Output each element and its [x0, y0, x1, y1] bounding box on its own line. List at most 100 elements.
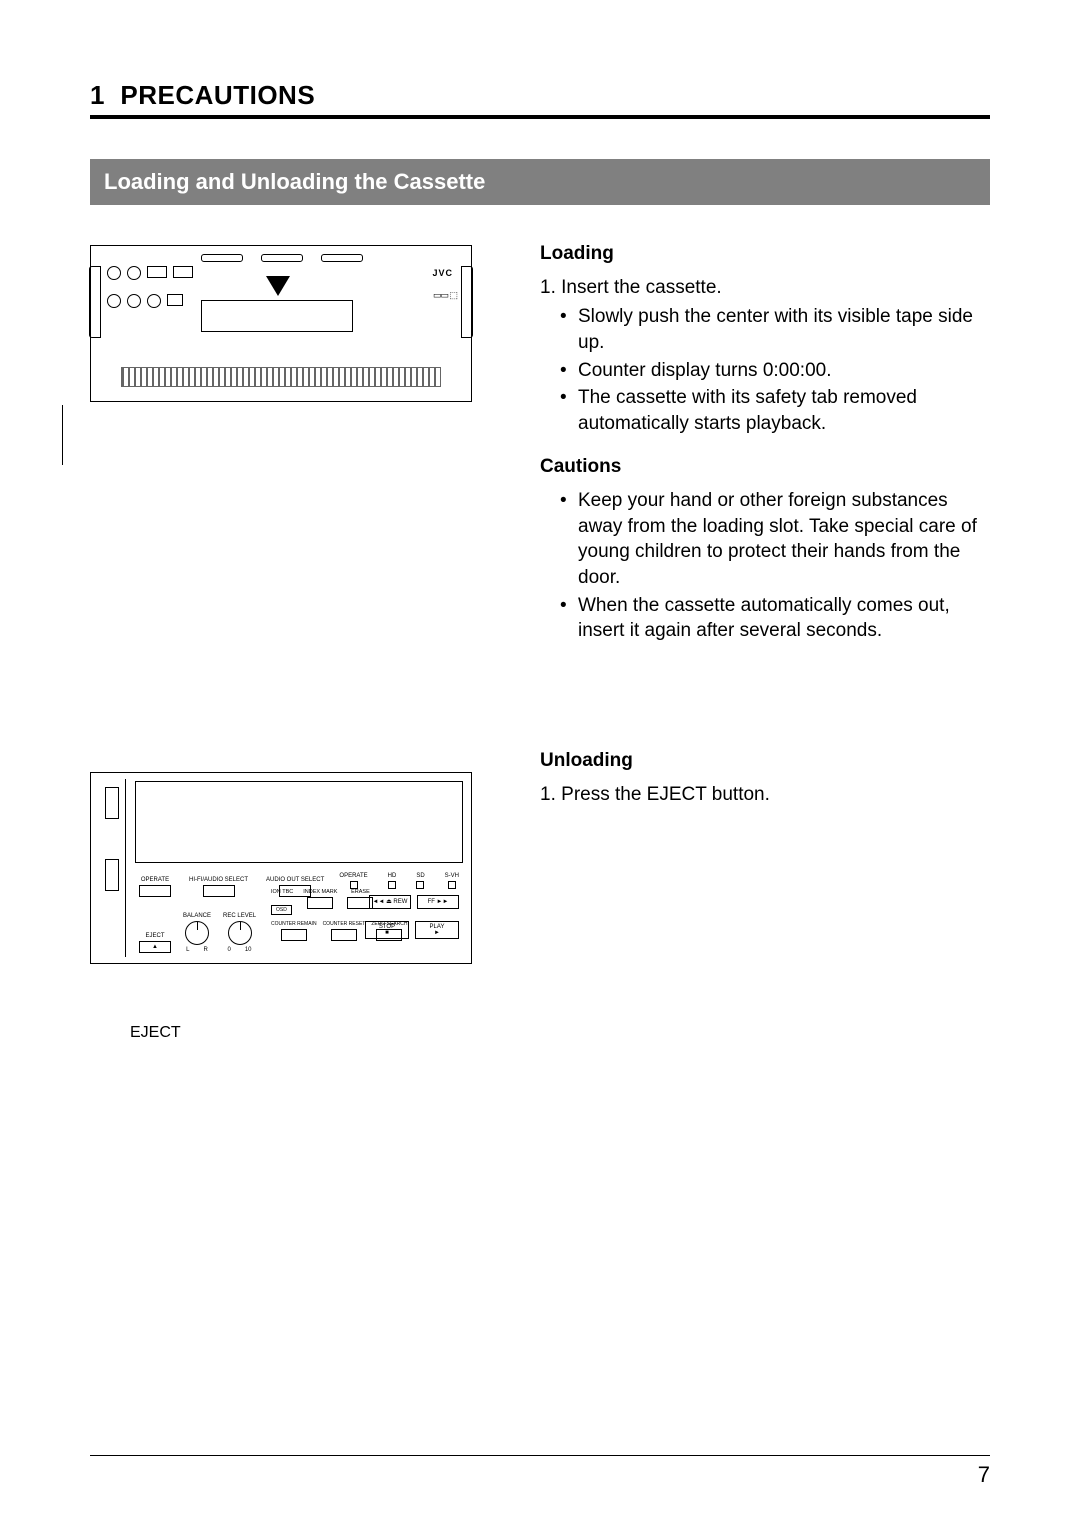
- chapter-number: 1: [90, 80, 105, 110]
- knob-icon: [147, 294, 161, 308]
- transport-row2: STOP ■ PLAY ►: [365, 921, 459, 939]
- bullet-item: Slowly push the center with its visible …: [578, 304, 990, 355]
- eject-button-icon: ▲: [139, 941, 171, 953]
- button-label: OSD: [276, 907, 287, 913]
- stop-icon: ■: [385, 930, 389, 936]
- step-text: Press the EJECT button.: [561, 784, 770, 805]
- unloading-heading: Unloading: [540, 748, 990, 774]
- mini-icons: ▭▭ ⬚: [433, 290, 457, 301]
- indicator: SD: [416, 873, 424, 889]
- loading-text-column: Loading 1. Insert the cassette. Slowly p…: [540, 235, 990, 662]
- footer-rule: [90, 1455, 990, 1456]
- button-label: OPERATE: [141, 877, 169, 883]
- step-text: Insert the cassette.: [561, 277, 722, 298]
- hifi-select-button: HI-FI/AUDIO SELECT: [189, 877, 248, 897]
- unloading-step: 1. Press the EJECT button.: [540, 782, 990, 808]
- scale-label: 10: [245, 947, 252, 953]
- led-icon: [448, 881, 456, 889]
- scale-label: 0: [228, 947, 231, 953]
- button-icon: [139, 885, 171, 897]
- rew-button: ◄◄ ⏏ REW: [369, 895, 411, 909]
- button-icon: [203, 885, 235, 897]
- chapter-rule: [90, 115, 990, 119]
- unloading-figure-column: OPERATE HD SD S-VH OPERATE HI-FI/AUDIO S…: [90, 742, 500, 1042]
- indicator: S-VH: [445, 873, 459, 889]
- device-control-row: [107, 266, 193, 280]
- loading-step: 1. Insert the cassette.: [540, 275, 990, 301]
- button-label: ERASE: [351, 889, 370, 895]
- step-number: 1.: [540, 277, 556, 298]
- device-control-row: [107, 294, 183, 308]
- button-label: EJECT: [145, 933, 164, 939]
- bullet-item: Counter display turns 0:00:00.: [578, 358, 990, 384]
- indicator: OPERATE: [339, 873, 367, 889]
- knob-icon: [127, 294, 141, 308]
- bullet-item: When the cassette automatically comes ou…: [578, 593, 990, 644]
- loading-figure-column: JVC ▭▭ ⬚: [90, 235, 500, 662]
- indicator-label: SD: [416, 873, 424, 879]
- indicator-row: OPERATE HD SD S-VH: [339, 873, 459, 889]
- counter-reset-button: COUNTER RESET: [323, 921, 366, 941]
- cassette-door: [135, 781, 463, 863]
- led-icon: [416, 881, 424, 889]
- button-label: HI-FI/AUDIO SELECT: [189, 877, 248, 883]
- button-label: ◄◄ ⏏ REW: [373, 898, 408, 905]
- cautions-heading: Cautions: [540, 454, 990, 480]
- chapter-name: PRECAUTIONS: [120, 80, 315, 110]
- bullet-item: Keep your hand or other foreign substanc…: [578, 488, 990, 591]
- dial-icon: [228, 921, 252, 945]
- loading-bullets: Slowly push the center with its visible …: [540, 304, 990, 436]
- button-icon: [307, 897, 333, 909]
- led-icon: [388, 881, 396, 889]
- balance-dial: BALANCE L R: [183, 913, 211, 953]
- dial-label: REC LEVEL: [223, 913, 256, 919]
- device-handle-right: [461, 266, 473, 338]
- cautions-bullets: Keep your hand or other foreign substanc…: [540, 488, 990, 644]
- operate-button: OPERATE: [139, 877, 171, 897]
- eject-callout-label: EJECT: [130, 1024, 500, 1042]
- indicator-label: HD: [388, 873, 397, 879]
- transport-row1: ◄◄ ⏏ REW FF ►►: [369, 895, 459, 909]
- switch-icon: [147, 266, 167, 278]
- knob-icon: [107, 266, 121, 280]
- eject-button: EJECT ▲: [139, 933, 171, 953]
- indicator-label: S-VH: [445, 873, 459, 879]
- switch-icon: [167, 294, 183, 306]
- play-button: PLAY ►: [415, 921, 459, 939]
- knob-icon: [107, 294, 121, 308]
- device-top-tab: [261, 254, 303, 262]
- unloading-row: OPERATE HD SD S-VH OPERATE HI-FI/AUDIO S…: [90, 742, 990, 1042]
- button-label: FF ►►: [428, 899, 449, 905]
- knob-icon: [127, 266, 141, 280]
- index-mark-button: INDEX MARK: [303, 889, 337, 909]
- unloading-text-column: Unloading 1. Press the EJECT button.: [540, 742, 990, 1042]
- device-top-tab: [321, 254, 363, 262]
- insert-arrow-icon: [266, 276, 290, 296]
- indicator: HD: [388, 873, 397, 889]
- front-panel-figure: OPERATE HD SD S-VH OPERATE HI-FI/AUDIO S…: [90, 772, 472, 964]
- button-icon: [331, 929, 357, 941]
- cassette-loading-figure: JVC ▭▭ ⬚: [90, 245, 472, 402]
- bullet-item: The cassette with its safety tab removed…: [578, 385, 990, 436]
- counter-remain-button: COUNTER REMAIN: [271, 921, 317, 941]
- button-label: COUNTER RESET: [323, 921, 366, 927]
- play-icon: ►: [434, 930, 440, 936]
- switch-icon: [173, 266, 193, 278]
- scale-label: R: [204, 947, 208, 953]
- rec-level-dial: REC LEVEL 0 10: [223, 913, 256, 953]
- bay-slot: [105, 859, 119, 891]
- loading-row: JVC ▭▭ ⬚ Loading 1. Insert the cassette.…: [90, 235, 990, 662]
- device-handle-left: [89, 266, 101, 338]
- osd-button: OSD: [271, 905, 292, 915]
- chapter-title: 1 PRECAUTIONS: [90, 80, 990, 111]
- cassette-slot: [201, 300, 353, 332]
- button-label: AUDIO OUT SELECT: [266, 877, 324, 883]
- section-heading-bar: Loading and Unloading the Cassette: [90, 159, 990, 205]
- page-number: 7: [978, 1462, 990, 1488]
- loading-heading: Loading: [540, 241, 990, 267]
- dial-label: BALANCE: [183, 913, 211, 919]
- scale-label: L: [186, 947, 189, 953]
- vent-grille: [121, 367, 441, 387]
- led-icon: [350, 881, 358, 889]
- dial-icon: [185, 921, 209, 945]
